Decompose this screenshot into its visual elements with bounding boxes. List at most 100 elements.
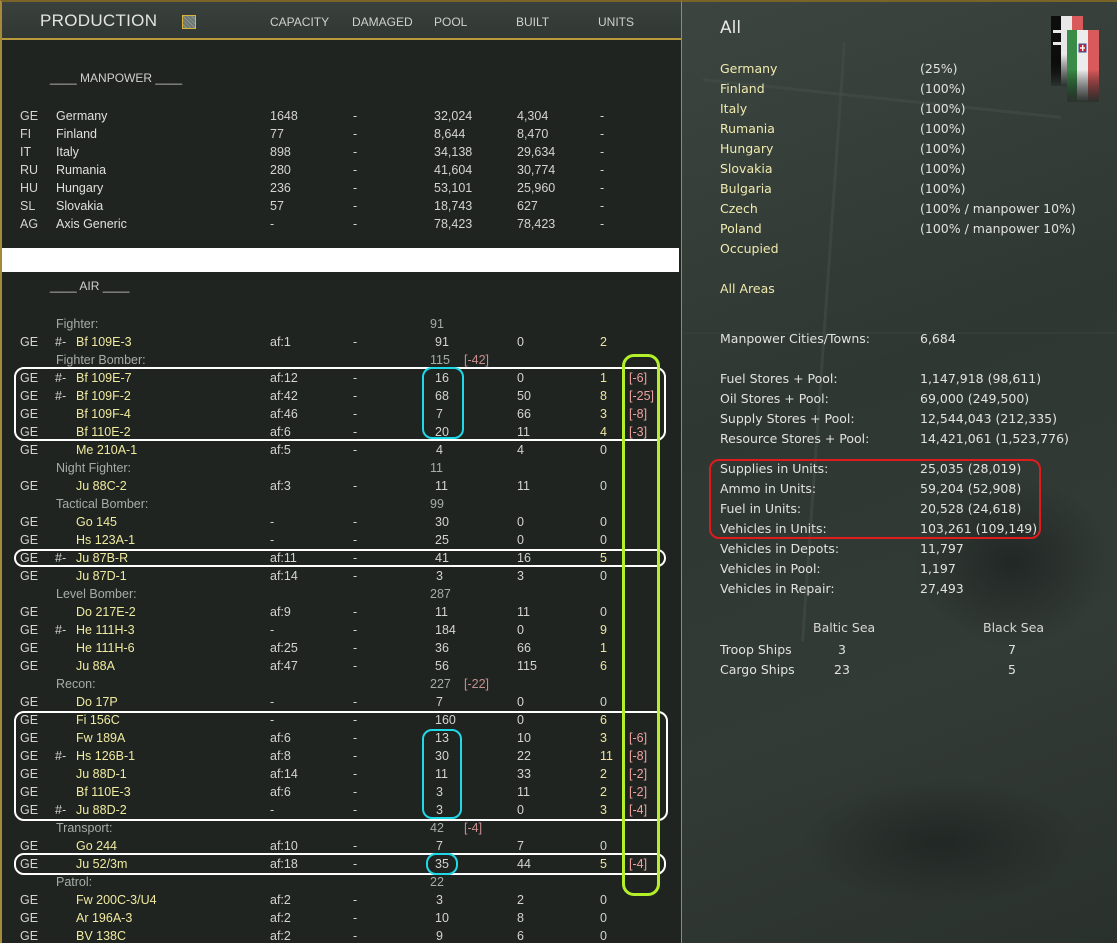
aircraft-row[interactable]: GE Ju 88D-1 af:14 - 11 33 2 [-2]: [2, 765, 681, 783]
nation-link[interactable]: Finland: [720, 81, 765, 96]
nation-link[interactable]: Hungary: [720, 141, 774, 156]
aircraft-name[interactable]: Bf 110E-2: [76, 425, 131, 439]
all-areas-link[interactable]: All Areas: [720, 281, 775, 296]
aircraft-name[interactable]: Fw 189A: [76, 731, 126, 745]
nation-code: GE: [20, 605, 39, 619]
aircraft-row[interactable]: GE Go 244 af:10 - 7 7 0: [2, 837, 681, 855]
aircraft-name[interactable]: Go 244: [76, 839, 118, 853]
column-header-pool[interactable]: POOL: [434, 15, 468, 29]
capacity-value: af:11: [270, 551, 297, 565]
nation-row[interactable]: Italy (100%): [720, 99, 1110, 119]
aircraft-row[interactable]: GE Ju 87D-1 af:14 - 3 3 0: [2, 567, 681, 585]
capacity-value: -: [270, 515, 275, 529]
aircraft-row[interactable]: GE Hs 123A-1 - - 25 0 0: [2, 531, 681, 549]
aircraft-name[interactable]: Fw 200C-3/U4: [76, 893, 157, 907]
aircraft-row[interactable]: GE Bf 110E-2 af:6 - 20 11 4 [-3]: [2, 423, 681, 441]
aircraft-name[interactable]: Do 217E-2: [76, 605, 136, 619]
aircraft-name[interactable]: Ju 88D-2: [76, 803, 127, 817]
aircraft-row[interactable]: GE Ju 88A af:47 - 56 115 6: [2, 657, 681, 675]
aircraft-name[interactable]: Ju 88C-2: [76, 479, 127, 493]
nation-row[interactable]: Occupied: [720, 239, 1110, 259]
aircraft-row[interactable]: GE BV 138C af:2 - 9 6 0: [2, 927, 681, 943]
aircraft-row[interactable]: GE Bf 109F-4 af:46 - 7 66 3 [-8]: [2, 405, 681, 423]
manpower-row[interactable]: GE Germany 1648 - 32,024 4,304 -: [2, 107, 681, 125]
aircraft-name[interactable]: Ju 87D-1: [76, 569, 127, 583]
aircraft-row[interactable]: GE He 111H-6 af:25 - 36 66 1: [2, 639, 681, 657]
damaged-value: -: [353, 857, 358, 871]
nation-link[interactable]: Germany: [720, 61, 778, 76]
nation-row[interactable]: Czech (100% / manpower 10%): [720, 199, 1110, 219]
category-row: Fighter Bomber: 115 [-42]: [2, 351, 681, 369]
damaged-value: -: [353, 163, 358, 177]
nation-link[interactable]: Bulgaria: [720, 181, 772, 196]
aircraft-name[interactable]: Ju 88D-1: [76, 767, 127, 781]
aircraft-row[interactable]: GE #- Ju 87B-R af:11 - 41 16 5: [2, 549, 681, 567]
aircraft-name[interactable]: Bf 109F-2: [76, 389, 131, 403]
aircraft-row[interactable]: GE Ju 88C-2 af:3 - 11 11 0: [2, 477, 681, 495]
aircraft-name[interactable]: Bf 110E-3: [76, 785, 131, 799]
aircraft-row[interactable]: GE Do 17P - - 7 0 0: [2, 693, 681, 711]
nation-row[interactable]: Slovakia (100%): [720, 159, 1110, 179]
manpower-row[interactable]: AG Axis Generic - - 78,423 78,423 -: [2, 215, 681, 233]
chart-icon[interactable]: [182, 15, 196, 29]
nation-link[interactable]: Rumania: [720, 121, 775, 136]
nation-link[interactable]: Poland: [720, 221, 762, 236]
aircraft-row[interactable]: GE Ju 52/3m af:18 - 35 44 5 [-4]: [2, 855, 681, 873]
nation-row[interactable]: Rumania (100%): [720, 119, 1110, 139]
aircraft-row[interactable]: GE #- He 111H-3 - - 184 0 9: [2, 621, 681, 639]
nation-link[interactable]: Occupied: [720, 241, 779, 256]
aircraft-row[interactable]: GE Fw 189A af:6 - 13 10 3 [-6]: [2, 729, 681, 747]
aircraft-row[interactable]: GE Bf 110E-3 af:6 - 3 11 2 [-2]: [2, 783, 681, 801]
nation-row[interactable]: Bulgaria (100%): [720, 179, 1110, 199]
aircraft-name[interactable]: Bf 109F-4: [76, 407, 131, 421]
aircraft-name[interactable]: Go 145: [76, 515, 118, 529]
nation-row[interactable]: Hungary (100%): [720, 139, 1110, 159]
aircraft-row[interactable]: GE #- Bf 109E-3 af:1 - 91 0 2: [2, 333, 681, 351]
column-header-damaged[interactable]: DAMAGED: [352, 15, 413, 29]
column-header-capacity[interactable]: CAPACITY: [270, 15, 330, 29]
baltic-ship-count: 23: [834, 662, 850, 677]
manpower-row[interactable]: RU Rumania 280 - 41,604 30,774 -: [2, 161, 681, 179]
aircraft-row[interactable]: GE Go 145 - - 30 0 0: [2, 513, 681, 531]
aircraft-row[interactable]: GE Fi 156C - - 160 0 6: [2, 711, 681, 729]
nation-row[interactable]: Poland (100% / manpower 10%): [720, 219, 1110, 239]
aircraft-name[interactable]: BV 138C: [76, 929, 127, 943]
aircraft-name[interactable]: Hs 123A-1: [76, 533, 136, 547]
aircraft-row[interactable]: GE Ar 196A-3 af:2 - 10 8 0: [2, 909, 681, 927]
aircraft-row[interactable]: GE Me 210A-1 af:5 - 4 4 0: [2, 441, 681, 459]
aircraft-row[interactable]: GE #- Bf 109F-2 af:42 - 68 50 8 [-25]: [2, 387, 681, 405]
aircraft-name[interactable]: Bf 109E-3: [76, 335, 132, 349]
column-header-built[interactable]: BUILT: [516, 15, 550, 29]
aircraft-name[interactable]: Ju 52/3m: [76, 857, 128, 871]
aircraft-name[interactable]: He 111H-3: [76, 623, 135, 637]
aircraft-name[interactable]: Hs 126B-1: [76, 749, 136, 763]
manpower-row[interactable]: FI Finland 77 - 8,644 8,470 -: [2, 125, 681, 143]
manpower-row[interactable]: HU Hungary 236 - 53,101 25,960 -: [2, 179, 681, 197]
aircraft-name[interactable]: Bf 109E-7: [76, 371, 132, 385]
aircraft-row[interactable]: GE Fw 200C-3/U4 af:2 - 3 2 0: [2, 891, 681, 909]
aircraft-name[interactable]: He 111H-6: [76, 641, 135, 655]
nation-link[interactable]: Slovakia: [720, 161, 773, 176]
aircraft-name[interactable]: Ju 88A: [76, 659, 115, 673]
aircraft-name[interactable]: Ju 87B-R: [76, 551, 129, 565]
manpower-row[interactable]: IT Italy 898 - 34,138 29,634 -: [2, 143, 681, 161]
nation-link[interactable]: Italy: [720, 101, 748, 116]
column-header-units[interactable]: UNITS: [598, 15, 634, 29]
aircraft-row[interactable]: GE #- Ju 88D-2 - - 3 0 3 [-4]: [2, 801, 681, 819]
damaged-value: -: [353, 839, 358, 853]
aircraft-row[interactable]: GE #- Hs 126B-1 af:8 - 30 22 11 [-8]: [2, 747, 681, 765]
nation-row[interactable]: Finland (100%): [720, 79, 1110, 99]
nation-link[interactable]: Czech: [720, 201, 758, 216]
manpower-row[interactable]: SL Slovakia 57 - 18,743 627 -: [2, 197, 681, 215]
nation-row[interactable]: Germany (25%): [720, 59, 1110, 79]
aircraft-name[interactable]: Fi 156C: [76, 713, 120, 727]
built-value: 8: [517, 911, 524, 925]
aircraft-name[interactable]: Me 210A-1: [76, 443, 138, 457]
units-value: 0: [600, 695, 607, 709]
aircraft-row[interactable]: GE #- Bf 109E-7 af:12 - 16 0 1 [-6]: [2, 369, 681, 387]
aircraft-name[interactable]: Do 17P: [76, 695, 118, 709]
aircraft-row[interactable]: GE Do 217E-2 af:9 - 11 11 0: [2, 603, 681, 621]
damaged-value: -: [353, 623, 358, 637]
capacity-value: af:3: [270, 479, 291, 493]
aircraft-name[interactable]: Ar 196A-3: [76, 911, 133, 925]
